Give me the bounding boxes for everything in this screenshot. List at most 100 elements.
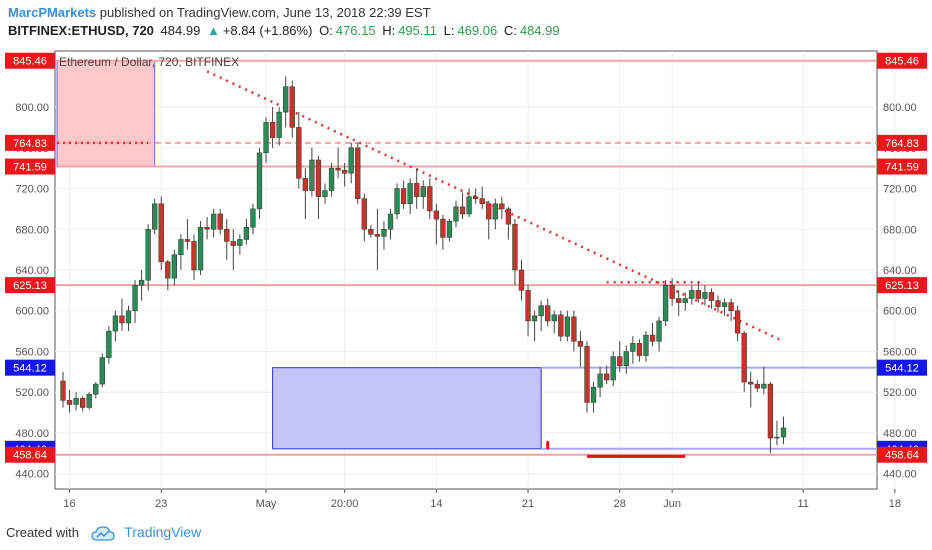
candle xyxy=(414,168,420,209)
candle-body-down xyxy=(204,226,210,230)
candle xyxy=(158,196,164,270)
candle-body-up xyxy=(662,285,669,322)
high-value: 495.11 xyxy=(398,23,437,38)
candle xyxy=(224,219,230,260)
price-label-right: 625.13 xyxy=(885,280,919,292)
price-label-box-right xyxy=(877,134,927,151)
candle-body-down xyxy=(525,290,531,322)
candle xyxy=(250,203,256,235)
x-tick-label: 11 xyxy=(797,498,808,510)
candle xyxy=(538,300,544,332)
price-label-left: 845.46 xyxy=(13,56,47,68)
candle xyxy=(512,219,518,286)
change-value: +8.84 (+1.86%) xyxy=(222,23,313,38)
y-tick-label-right: 800.00 xyxy=(883,102,917,114)
candle-body-down xyxy=(342,169,348,174)
candle xyxy=(767,382,774,454)
candle-body-up xyxy=(466,196,472,215)
candle xyxy=(342,163,348,187)
y-tick-label-right: 600.00 xyxy=(883,306,917,318)
published-text: published on TradingView.com, June 13, 2… xyxy=(99,5,431,20)
candle-body-up xyxy=(263,122,269,154)
candle xyxy=(499,196,505,220)
open-label: O: xyxy=(319,23,333,38)
candle-body-down xyxy=(735,310,741,334)
candle xyxy=(531,310,538,342)
candle-body-down xyxy=(486,203,492,220)
candle xyxy=(669,278,675,306)
candle-body-up xyxy=(774,436,780,439)
candle-body-up xyxy=(283,86,289,113)
candle-body-down xyxy=(191,241,197,271)
last-price: 484.99 xyxy=(160,23,201,38)
candle xyxy=(197,221,204,276)
close-label: C: xyxy=(503,23,517,38)
candle-body-up xyxy=(73,398,79,405)
candle-body-up xyxy=(99,357,105,385)
candle xyxy=(394,183,400,220)
x-tick-label: 21 xyxy=(522,498,534,510)
candle xyxy=(145,224,151,291)
price-label-right: 764.83 xyxy=(885,138,919,150)
candle xyxy=(80,396,86,412)
low-label: L: xyxy=(443,23,455,38)
candle xyxy=(66,390,73,413)
candle xyxy=(315,155,322,220)
candle xyxy=(682,292,688,311)
y-tick-label-left: 680.00 xyxy=(15,224,49,236)
price-chart[interactable]: 440.00 440.00 480.00 480.00 520.00 520.00 560.… xyxy=(0,44,932,514)
candle xyxy=(368,225,374,238)
candle xyxy=(721,298,728,316)
candle xyxy=(243,219,250,245)
candle xyxy=(191,234,197,281)
candle-body-down xyxy=(649,334,656,342)
candle-body-down xyxy=(302,178,309,191)
candle xyxy=(427,178,433,220)
candle-body-up xyxy=(322,190,328,197)
x-tick-label: 14 xyxy=(430,498,442,510)
candle-body-down xyxy=(708,292,715,301)
candle xyxy=(741,331,747,393)
candle-body-down xyxy=(414,183,420,197)
tradingview-brand[interactable]: TradingView xyxy=(124,524,202,540)
x-tick-label: Jun xyxy=(663,498,681,510)
candle-body-down xyxy=(669,285,675,299)
candle-body-up xyxy=(106,330,112,358)
candle-body-down xyxy=(748,381,754,385)
candle xyxy=(132,280,138,323)
candle xyxy=(446,219,453,242)
downtrend-line xyxy=(206,70,785,343)
candle xyxy=(597,366,603,398)
candle-body-up xyxy=(237,239,243,246)
candle-body-up xyxy=(721,302,728,307)
candle xyxy=(695,282,702,303)
candle xyxy=(73,392,79,411)
low-value: 469.06 xyxy=(457,23,498,38)
candle-body-down xyxy=(636,343,643,356)
candle xyxy=(715,295,721,313)
candle-body-up xyxy=(138,279,145,286)
candle xyxy=(348,142,354,184)
candle-body-up xyxy=(197,226,204,271)
candle-body-up xyxy=(250,208,256,228)
red-tick-marker xyxy=(546,441,550,450)
candle xyxy=(473,188,479,204)
x-tick-label: 18 xyxy=(889,498,901,510)
candle xyxy=(780,416,787,445)
candle-body-up xyxy=(656,320,662,342)
candle-body-down xyxy=(545,305,551,322)
x-tick-label: 28 xyxy=(614,498,626,510)
candle xyxy=(656,316,662,352)
candle-body-up xyxy=(643,334,649,356)
candle-body-down xyxy=(499,203,505,210)
price-label-left: 741.59 xyxy=(13,162,47,174)
author-link[interactable]: MarcPMarkets xyxy=(8,5,97,20)
candle xyxy=(604,365,610,385)
candle xyxy=(584,341,590,413)
candle-body-up xyxy=(761,383,767,389)
candle xyxy=(335,147,341,179)
candle xyxy=(60,371,66,408)
candle-body-up xyxy=(276,111,282,138)
candle-body-down xyxy=(440,218,446,238)
price-label-left: 625.13 xyxy=(13,280,47,292)
